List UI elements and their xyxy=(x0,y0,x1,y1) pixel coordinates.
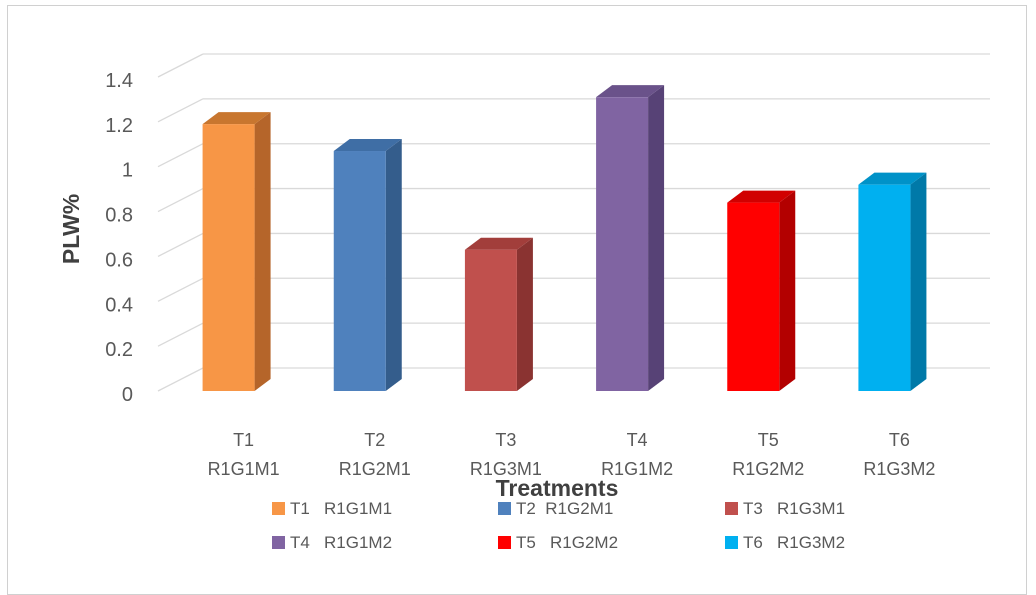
bar xyxy=(333,139,402,391)
y-tick-label: 1.2 xyxy=(105,115,133,137)
bars xyxy=(202,85,927,391)
bar-front xyxy=(464,249,517,391)
y-tick-label: 0 xyxy=(122,384,133,406)
gridline-diagonal xyxy=(157,322,204,347)
x-tick-label: R1G3M1 xyxy=(470,459,542,479)
gridline-diagonal xyxy=(157,232,204,258)
y-tick-label: 0.2 xyxy=(105,339,133,361)
legend-entry: T5 R1G2M2 xyxy=(498,533,618,552)
x-tick-label: R1G2M1 xyxy=(339,459,411,479)
x-tick-label: R1G1M2 xyxy=(601,459,673,479)
gridline-diagonal xyxy=(157,143,204,168)
y-tick-label: 1 xyxy=(122,160,133,182)
y-tick-label: 0.4 xyxy=(105,294,133,316)
x-tick-label: T4 xyxy=(627,430,648,450)
y-tick-label: 1.4 xyxy=(105,70,133,92)
gridline-diagonal xyxy=(157,277,204,302)
bar-top xyxy=(727,190,796,203)
bar-top xyxy=(596,85,665,98)
legend-entry: T1 R1G1M1 xyxy=(272,499,392,518)
x-tick-label: R1G1M1 xyxy=(208,459,280,479)
bar-side xyxy=(779,190,796,391)
x-tick-label: T3 xyxy=(495,430,516,450)
legend-swatch xyxy=(498,502,511,515)
legend-entry: T6 R1G3M2 xyxy=(725,533,845,552)
bar xyxy=(596,85,665,391)
legend-swatch xyxy=(272,502,285,515)
x-tick-label: T1 xyxy=(233,430,254,450)
bar-side xyxy=(385,139,402,391)
legend-label: T5 R1G2M2 xyxy=(516,533,618,552)
legend-label: T6 R1G3M2 xyxy=(743,533,845,552)
x-tick-label: T5 xyxy=(758,430,779,450)
gridline-diagonal xyxy=(157,98,204,123)
plw-bar-chart: 0 0.2 0.4 0.6 0.8 1 1.2 1.4 T1 R1G1M1 T2 R1G2M1 T3 R… xyxy=(58,53,990,552)
bar-top xyxy=(333,139,402,152)
bar xyxy=(858,172,927,391)
legend-label: T4 R1G1M2 xyxy=(290,533,392,552)
legend-label: T1 R1G1M1 xyxy=(290,499,392,518)
x-tick-label: T2 xyxy=(364,430,385,450)
gridline-diagonal xyxy=(157,53,204,78)
legend-swatch xyxy=(272,536,285,549)
gridline-diagonal xyxy=(157,187,204,213)
legend: T1 R1G1M1 T2 R1G2M1 T3 R1G3M1 T4 R1G1M2 T5 R… xyxy=(272,499,845,552)
x-tick-label: R1G2M2 xyxy=(732,459,804,479)
legend-swatch xyxy=(725,536,738,549)
bar-front xyxy=(202,124,255,391)
y-axis-ticks: 0 0.2 0.4 0.6 0.8 1 1.2 1.4 xyxy=(105,70,133,406)
x-axis-categories: T1 R1G1M1 T2 R1G2M1 T3 R1G3M1 T4 R1G1M2 T5 R1G2M2… xyxy=(208,430,936,479)
legend-entry: T3 R1G3M1 xyxy=(725,499,845,518)
x-tick-label: T6 xyxy=(889,430,910,450)
bar xyxy=(464,237,533,391)
bar-front xyxy=(858,184,911,391)
bar-side xyxy=(516,237,533,391)
y-tick-label: 0.8 xyxy=(105,205,133,227)
legend-swatch xyxy=(498,536,511,549)
bar-top xyxy=(202,112,271,125)
bar-side xyxy=(254,112,271,391)
x-axis-title: Treatments xyxy=(496,475,619,501)
y-tick-label: 0.6 xyxy=(105,249,133,271)
legend-swatch xyxy=(725,502,738,515)
legend-entry: T2 R1G2M1 xyxy=(498,499,613,518)
x-tick-label: R1G3M2 xyxy=(863,459,935,479)
y-axis-title: PLW% xyxy=(58,194,84,264)
bar-side xyxy=(648,85,665,391)
bar-top xyxy=(858,172,927,185)
bar xyxy=(202,112,271,391)
legend-label: T3 R1G3M1 xyxy=(743,499,845,518)
bar-front xyxy=(727,202,780,391)
bar-front xyxy=(596,97,649,391)
bar-top xyxy=(464,237,533,250)
legend-label: T2 R1G2M1 xyxy=(516,499,613,518)
legend-entry: T4 R1G1M2 xyxy=(272,533,392,552)
bar-side xyxy=(910,172,927,391)
gridline-diagonal xyxy=(157,367,204,392)
bar xyxy=(727,190,796,391)
bar-front xyxy=(333,151,386,391)
